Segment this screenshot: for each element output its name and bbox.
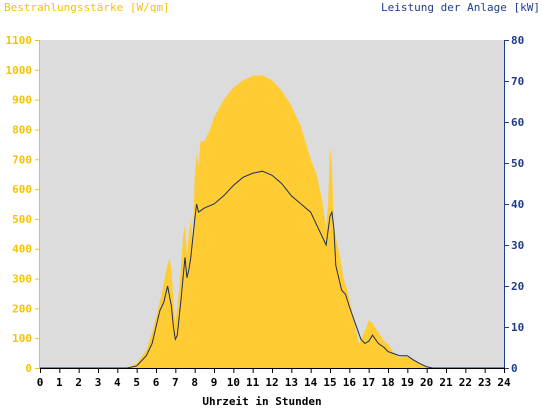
x-tick-label: 19: [401, 376, 414, 389]
x-axis-label: Uhrzeit in Stunden: [202, 395, 321, 408]
right-tick-label: 30: [511, 239, 524, 252]
x-tick-label: 11: [246, 376, 260, 389]
right-tick-label: 0: [511, 362, 518, 375]
x-tick-label: 1: [56, 376, 63, 389]
x-tick-label: 6: [153, 376, 160, 389]
x-tick-label: 18: [381, 376, 394, 389]
x-tick-label: 16: [343, 376, 357, 389]
right-axis-ticks: 0 10 20 30 40 50 60 70 80: [504, 34, 524, 375]
x-tick-label: 20: [420, 376, 433, 389]
left-tick-label: 600: [12, 183, 32, 196]
right-tick-label: 70: [511, 75, 524, 88]
x-tick-label: 23: [478, 376, 491, 389]
right-tick-label: 50: [511, 157, 524, 170]
x-tick-label: 21: [439, 376, 453, 389]
x-axis-ticks: 0 1 2 3 4 5 6 7 8 9 10 11 12 13 14 15 16 17 18 19 20 21 22 23 24: [37, 368, 511, 389]
x-tick-label: 5: [133, 376, 140, 389]
x-tick-label: 13: [285, 376, 298, 389]
x-tick-label: 3: [95, 376, 102, 389]
left-tick-label: 100: [12, 332, 32, 345]
irradiance-area: [40, 75, 504, 368]
x-tick-label: 24: [497, 376, 511, 389]
x-tick-label: 15: [323, 376, 336, 389]
left-tick-label: 800: [12, 123, 32, 136]
x-tick-label: 2: [75, 376, 82, 389]
left-tick-label: 1000: [6, 64, 33, 77]
x-tick-label: 0: [37, 376, 44, 389]
x-tick-label: 17: [362, 376, 375, 389]
x-tick-label: 4: [114, 376, 121, 389]
right-tick-label: 60: [511, 116, 524, 129]
right-tick-label: 10: [511, 321, 524, 334]
left-axis-title: Bestrahlungsstärke [W/qm]: [4, 1, 170, 14]
left-tick-label: 900: [12, 94, 32, 107]
left-tick-label: 400: [12, 243, 32, 256]
x-tick-label: 22: [459, 376, 472, 389]
x-tick-label: 12: [265, 376, 278, 389]
left-tick-label: 500: [12, 213, 32, 226]
left-tick-label: 1100: [6, 34, 33, 47]
x-tick-label: 9: [211, 376, 218, 389]
x-tick-label: 7: [172, 376, 179, 389]
left-tick-label: 300: [12, 273, 32, 286]
x-tick-label: 10: [227, 376, 240, 389]
left-tick-label: 0: [25, 362, 32, 375]
right-tick-label: 40: [511, 198, 524, 211]
left-tick-label: 700: [12, 153, 32, 166]
x-tick-label: 8: [191, 376, 198, 389]
left-tick-label: 200: [12, 302, 32, 315]
right-tick-label: 80: [511, 34, 524, 47]
right-axis-title: Leistung der Anlage [kW]: [381, 1, 540, 14]
power-line: [40, 170, 504, 369]
right-tick-label: 20: [511, 280, 524, 293]
x-tick-label: 14: [304, 376, 318, 389]
left-axis-ticks: 0 100 200 300 400 500 600 700 800 900 1000 1100: [6, 34, 40, 375]
